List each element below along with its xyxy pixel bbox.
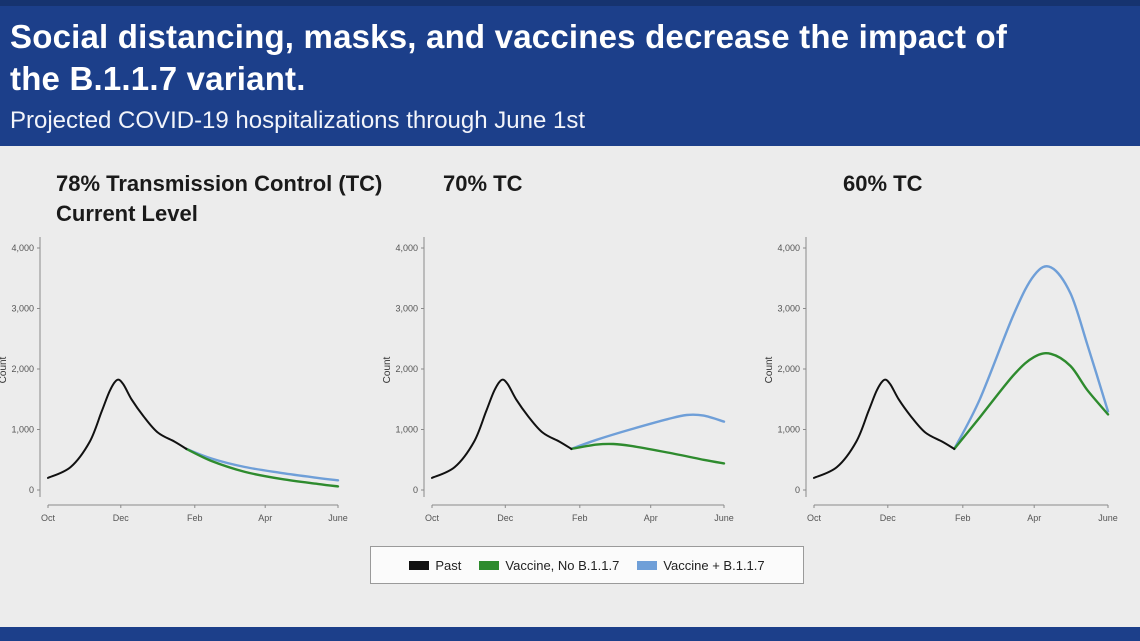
y-tick-label: 3,000 <box>777 304 800 314</box>
legend-item-past: Past <box>409 558 461 573</box>
chart-legend: Past Vaccine, No B.1.1.7 Vaccine + B.1.1… <box>370 546 804 584</box>
x-tick-label: June <box>714 513 734 523</box>
y-tick-label: 3,000 <box>11 304 34 314</box>
y-tick-label: 0 <box>29 485 34 495</box>
series-line-vaccine-variant <box>185 447 340 482</box>
series-line-vaccine-variant <box>953 265 1110 451</box>
x-tick-label: Feb <box>572 513 588 523</box>
slide-title: Social distancing, masks, and vaccines d… <box>10 18 1008 97</box>
y-tick-label: 1,000 <box>777 425 800 435</box>
x-tick-label: Dec <box>880 513 897 523</box>
y-tick-label: 0 <box>795 485 800 495</box>
legend-swatch-variant <box>637 560 658 570</box>
x-tick-label: Dec <box>497 513 514 523</box>
y-axis-label: Count <box>382 356 393 383</box>
x-tick-label: Dec <box>113 513 130 523</box>
legend-label-variant: Vaccine + B.1.1.7 <box>663 557 765 573</box>
footer-strip <box>0 627 1140 641</box>
y-tick-label: 0 <box>413 485 418 495</box>
series-line-past <box>431 378 573 479</box>
series-line-vaccine-no-variant <box>570 442 726 465</box>
legend-swatch-past <box>409 560 430 570</box>
series-line-past <box>813 378 956 479</box>
panel-title-78: 78% Transmission Control (TC) Current Le… <box>56 171 383 226</box>
x-tick-label: June <box>1098 513 1118 523</box>
y-tick-label: 1,000 <box>11 425 34 435</box>
x-tick-label: June <box>328 513 348 523</box>
x-tick-label: Feb <box>187 513 203 523</box>
panel-title-70: 70% TC <box>443 171 523 196</box>
y-tick-label: 1,000 <box>395 425 418 435</box>
slide-subtitle: Projected COVID-19 hospitalizations thro… <box>10 107 585 134</box>
y-tick-label: 3,000 <box>395 304 418 314</box>
y-axis-label: Count <box>764 356 775 383</box>
x-tick-label: Oct <box>41 513 56 523</box>
header-banner: Social distancing, masks, and vaccines d… <box>0 0 1140 146</box>
y-axis-label: Count <box>0 356 9 383</box>
header-top-strip <box>0 0 1140 6</box>
legend-item-variant: Vaccine + B.1.1.7 <box>637 557 765 573</box>
y-tick-label: 2,000 <box>777 364 800 374</box>
legend-label-past: Past <box>435 557 462 573</box>
series-line-past <box>47 378 188 479</box>
panel-title-60: 60% TC <box>843 171 923 196</box>
x-tick-label: Apr <box>1027 513 1041 523</box>
y-tick-label: 4,000 <box>11 243 34 253</box>
series-line-vaccine-no-variant <box>185 447 340 488</box>
x-tick-label: Feb <box>955 513 971 523</box>
y-tick-label: 2,000 <box>395 364 418 374</box>
legend-swatch-no-variant <box>479 560 500 570</box>
legend-item-no-variant: Vaccine, No B.1.1.7 <box>479 558 619 573</box>
series-line-vaccine-variant <box>570 413 726 451</box>
y-tick-label: 4,000 <box>777 243 800 253</box>
series-line-vaccine-no-variant <box>953 352 1110 451</box>
x-tick-label: Oct <box>807 513 822 523</box>
legend-label-no-variant: Vaccine, No B.1.1.7 <box>505 557 620 573</box>
y-tick-label: 2,000 <box>11 364 34 374</box>
x-tick-label: Oct <box>425 513 440 523</box>
x-tick-label: Apr <box>644 513 658 523</box>
y-tick-label: 4,000 <box>395 243 418 253</box>
x-tick-label: Apr <box>258 513 272 523</box>
